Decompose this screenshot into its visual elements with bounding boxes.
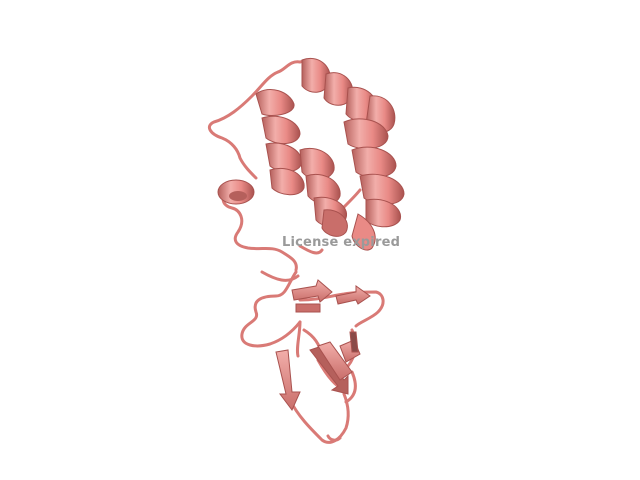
helix-turn-left <box>217 179 255 205</box>
helix-a <box>255 89 305 196</box>
helix-c <box>343 118 405 251</box>
license-watermark: License expired <box>282 235 401 250</box>
helix-d <box>299 148 348 237</box>
beta-strands <box>275 279 371 411</box>
